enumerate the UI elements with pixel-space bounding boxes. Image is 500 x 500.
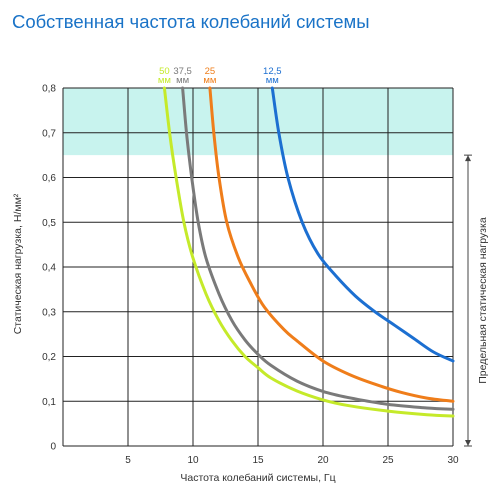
x-axis-label: Частота колебаний системы, Гц — [180, 472, 335, 484]
y-tick-label: 0,8 — [42, 84, 56, 95]
series-line — [270, 86, 455, 363]
y-tick-label: 0,5 — [42, 218, 56, 229]
series-unit-label: мм — [203, 75, 216, 86]
y-tick-label: 0,2 — [42, 352, 56, 363]
y-tick-label: 0,6 — [42, 173, 56, 184]
x-tick-label: 30 — [447, 455, 459, 466]
series-line — [162, 86, 455, 418]
x-tick-label: 15 — [252, 455, 264, 466]
x-tick-label: 5 — [125, 455, 131, 466]
y-tick-label: 0,7 — [42, 128, 56, 139]
x-tick-label: 25 — [382, 455, 394, 466]
bracket-arrow-top — [465, 155, 471, 162]
grid — [62, 87, 454, 447]
series-unit-label: мм — [158, 75, 171, 86]
bracket-arrow-bottom — [465, 440, 471, 446]
y-axis-label: Статическая нагрузка, Н/мм² — [12, 193, 24, 334]
series-label: 37,5 — [173, 66, 192, 77]
chart-title: Собственная частота колебаний системы — [12, 11, 370, 32]
series-unit-label: мм — [266, 75, 279, 86]
series-label: 25 — [205, 66, 216, 77]
y-tick-label: 0,4 — [42, 263, 56, 274]
series-lines — [162, 86, 455, 418]
limit-bracket — [464, 154, 472, 447]
series-line — [181, 86, 455, 411]
series-line — [208, 86, 455, 403]
y-tick-label: 0 — [50, 442, 56, 453]
limit-label: Предельная статическая нагрузка — [477, 217, 489, 384]
series-label: 50 — [159, 66, 170, 77]
y-tick-label: 0,3 — [42, 307, 56, 318]
x-tick-label: 10 — [187, 455, 199, 466]
series-label: 12,5 — [263, 66, 282, 77]
tick-labels: 0 0,1 0,2 0,3 0,4 0,5 0,6 0,7 0,8 5 10 15 20 25 30 — [42, 84, 459, 467]
x-tick-label: 20 — [317, 455, 329, 466]
y-tick-label: 0,1 — [42, 397, 56, 408]
series-unit-label: мм — [176, 75, 189, 86]
